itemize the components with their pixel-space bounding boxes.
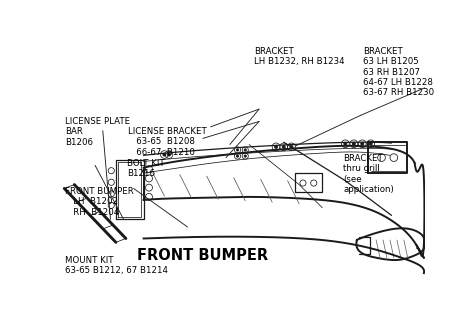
Text: BRACKET
63 LH B1205
63 RH B1207
64-67 LH B1228
63-67 RH B1230: BRACKET 63 LH B1205 63 RH B1207 64-67 LH… bbox=[364, 47, 435, 98]
Circle shape bbox=[282, 145, 285, 148]
Circle shape bbox=[290, 145, 293, 148]
Text: LICENSE PLATE
BAR
B1206: LICENSE PLATE BAR B1206 bbox=[65, 117, 130, 147]
Circle shape bbox=[369, 142, 372, 145]
Text: BRACKET
LH B1232, RH B1234: BRACKET LH B1232, RH B1234 bbox=[254, 47, 345, 66]
Text: BRACKET
thru grill
(see
application): BRACKET thru grill (see application) bbox=[343, 154, 394, 194]
Circle shape bbox=[244, 149, 246, 151]
Circle shape bbox=[361, 142, 364, 145]
Text: LICENSE BRACKET
   63-65  B1208
   66-67  B1210: LICENSE BRACKET 63-65 B1208 66-67 B1210 bbox=[128, 127, 207, 157]
Text: FRONT BUMPER: FRONT BUMPER bbox=[137, 248, 268, 263]
Circle shape bbox=[344, 142, 347, 145]
Circle shape bbox=[244, 155, 246, 157]
Circle shape bbox=[237, 155, 239, 157]
Text: FRONT BUMPER
   LH  B1202
   RH  B1204: FRONT BUMPER LH B1202 RH B1204 bbox=[65, 187, 134, 217]
Circle shape bbox=[167, 153, 171, 156]
Circle shape bbox=[163, 153, 166, 156]
Text: MOUNT KIT
63-65 B1212, 67 B1214: MOUNT KIT 63-65 B1212, 67 B1214 bbox=[65, 256, 168, 275]
Circle shape bbox=[237, 149, 239, 151]
Circle shape bbox=[352, 142, 356, 145]
Circle shape bbox=[274, 145, 278, 148]
Text: BOLT KIT
B1216: BOLT KIT B1216 bbox=[127, 159, 165, 178]
